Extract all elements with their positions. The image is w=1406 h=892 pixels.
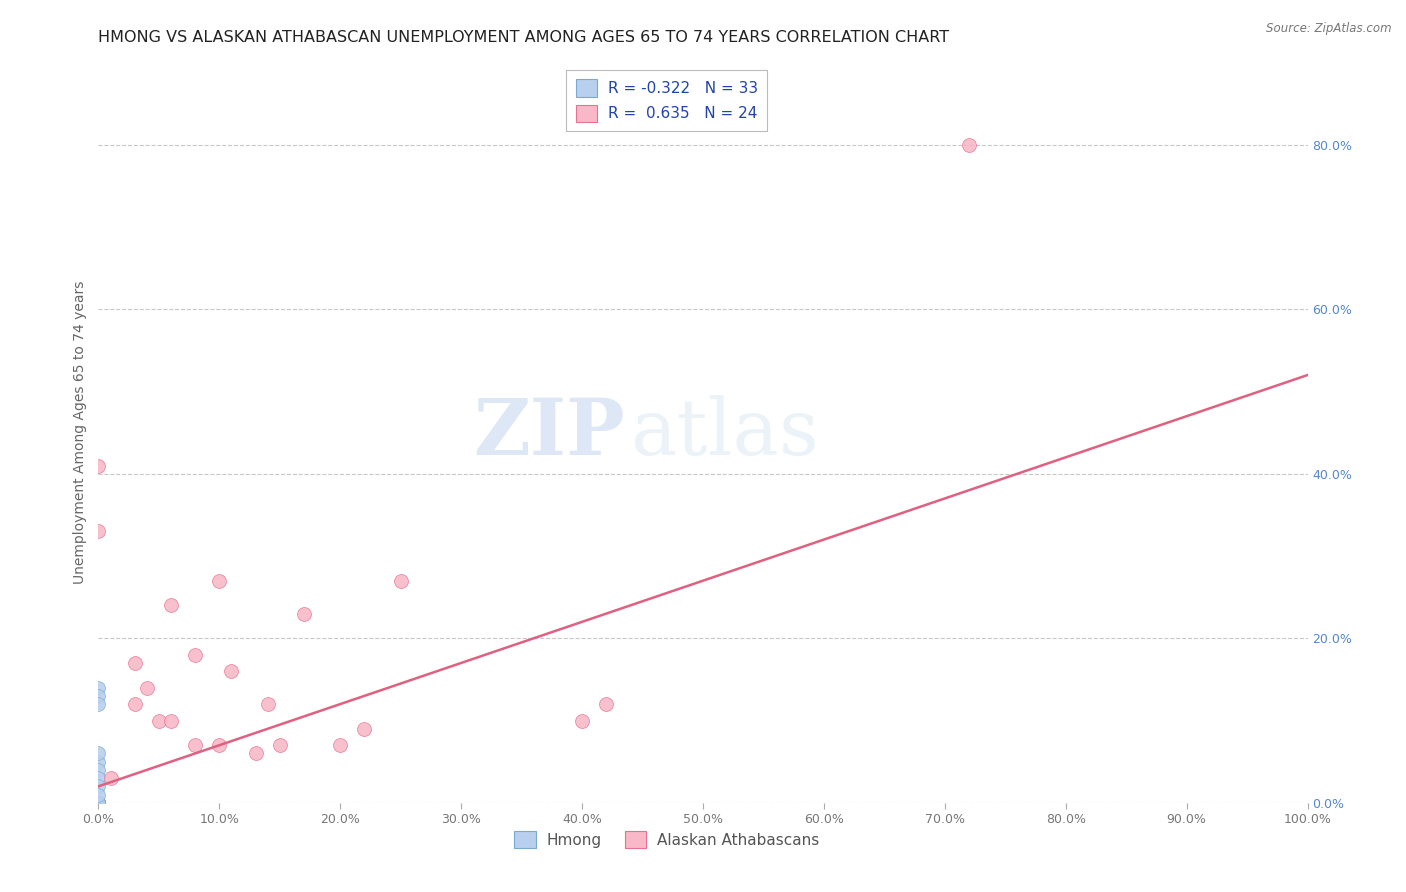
Point [389, 574, 412, 588]
Point [87, 796, 110, 810]
Point [87, 796, 110, 810]
Point [87, 796, 110, 810]
Point [87, 796, 110, 810]
Point [256, 697, 278, 711]
Point [595, 697, 617, 711]
Y-axis label: Unemployment Among Ages 65 to 74 years: Unemployment Among Ages 65 to 74 years [73, 281, 87, 584]
Point [87, 796, 110, 810]
Point [87, 796, 110, 810]
Point [87, 524, 110, 539]
Point [87, 796, 110, 810]
Point [87, 796, 110, 810]
Point [87, 763, 110, 777]
Point [245, 747, 267, 761]
Point [87, 796, 110, 810]
Point [87, 780, 110, 794]
Point [87, 796, 110, 810]
Point [87, 796, 110, 810]
Point [353, 722, 375, 736]
Text: Source: ZipAtlas.com: Source: ZipAtlas.com [1267, 22, 1392, 36]
Point [87, 796, 110, 810]
Point [184, 738, 207, 752]
Point [87, 697, 110, 711]
Point [292, 607, 315, 621]
Point [221, 664, 243, 678]
Text: HMONG VS ALASKAN ATHABASCAN UNEMPLOYMENT AMONG AGES 65 TO 74 YEARS CORRELATION C: HMONG VS ALASKAN ATHABASCAN UNEMPLOYMENT… [98, 29, 949, 45]
Point [87, 796, 110, 810]
Point [87, 796, 110, 810]
Point [87, 796, 110, 810]
Point [160, 714, 183, 728]
Point [87, 796, 110, 810]
Text: atlas: atlas [630, 395, 820, 470]
Point [87, 796, 110, 810]
Point [87, 747, 110, 761]
Point [87, 796, 110, 810]
Point [124, 656, 146, 670]
Point [87, 796, 110, 810]
Point [87, 681, 110, 695]
Point [87, 796, 110, 810]
Point [87, 788, 110, 802]
Point [87, 796, 110, 810]
Point [208, 738, 231, 752]
Point [100, 771, 122, 785]
Point [208, 574, 231, 588]
Legend: Hmong, Alaskan Athabascans: Hmong, Alaskan Athabascans [509, 824, 825, 855]
Point [87, 689, 110, 703]
Point [87, 458, 110, 473]
Point [87, 796, 110, 810]
Point [184, 648, 207, 662]
Point [148, 714, 170, 728]
Point [329, 738, 352, 752]
Point [269, 738, 291, 752]
Point [160, 599, 183, 613]
Point [124, 697, 146, 711]
Point [135, 681, 157, 695]
Point [957, 137, 980, 152]
Point [87, 755, 110, 769]
Point [87, 796, 110, 810]
Point [87, 796, 110, 810]
Point [87, 771, 110, 785]
Text: ZIP: ZIP [472, 394, 624, 471]
Point [571, 714, 593, 728]
